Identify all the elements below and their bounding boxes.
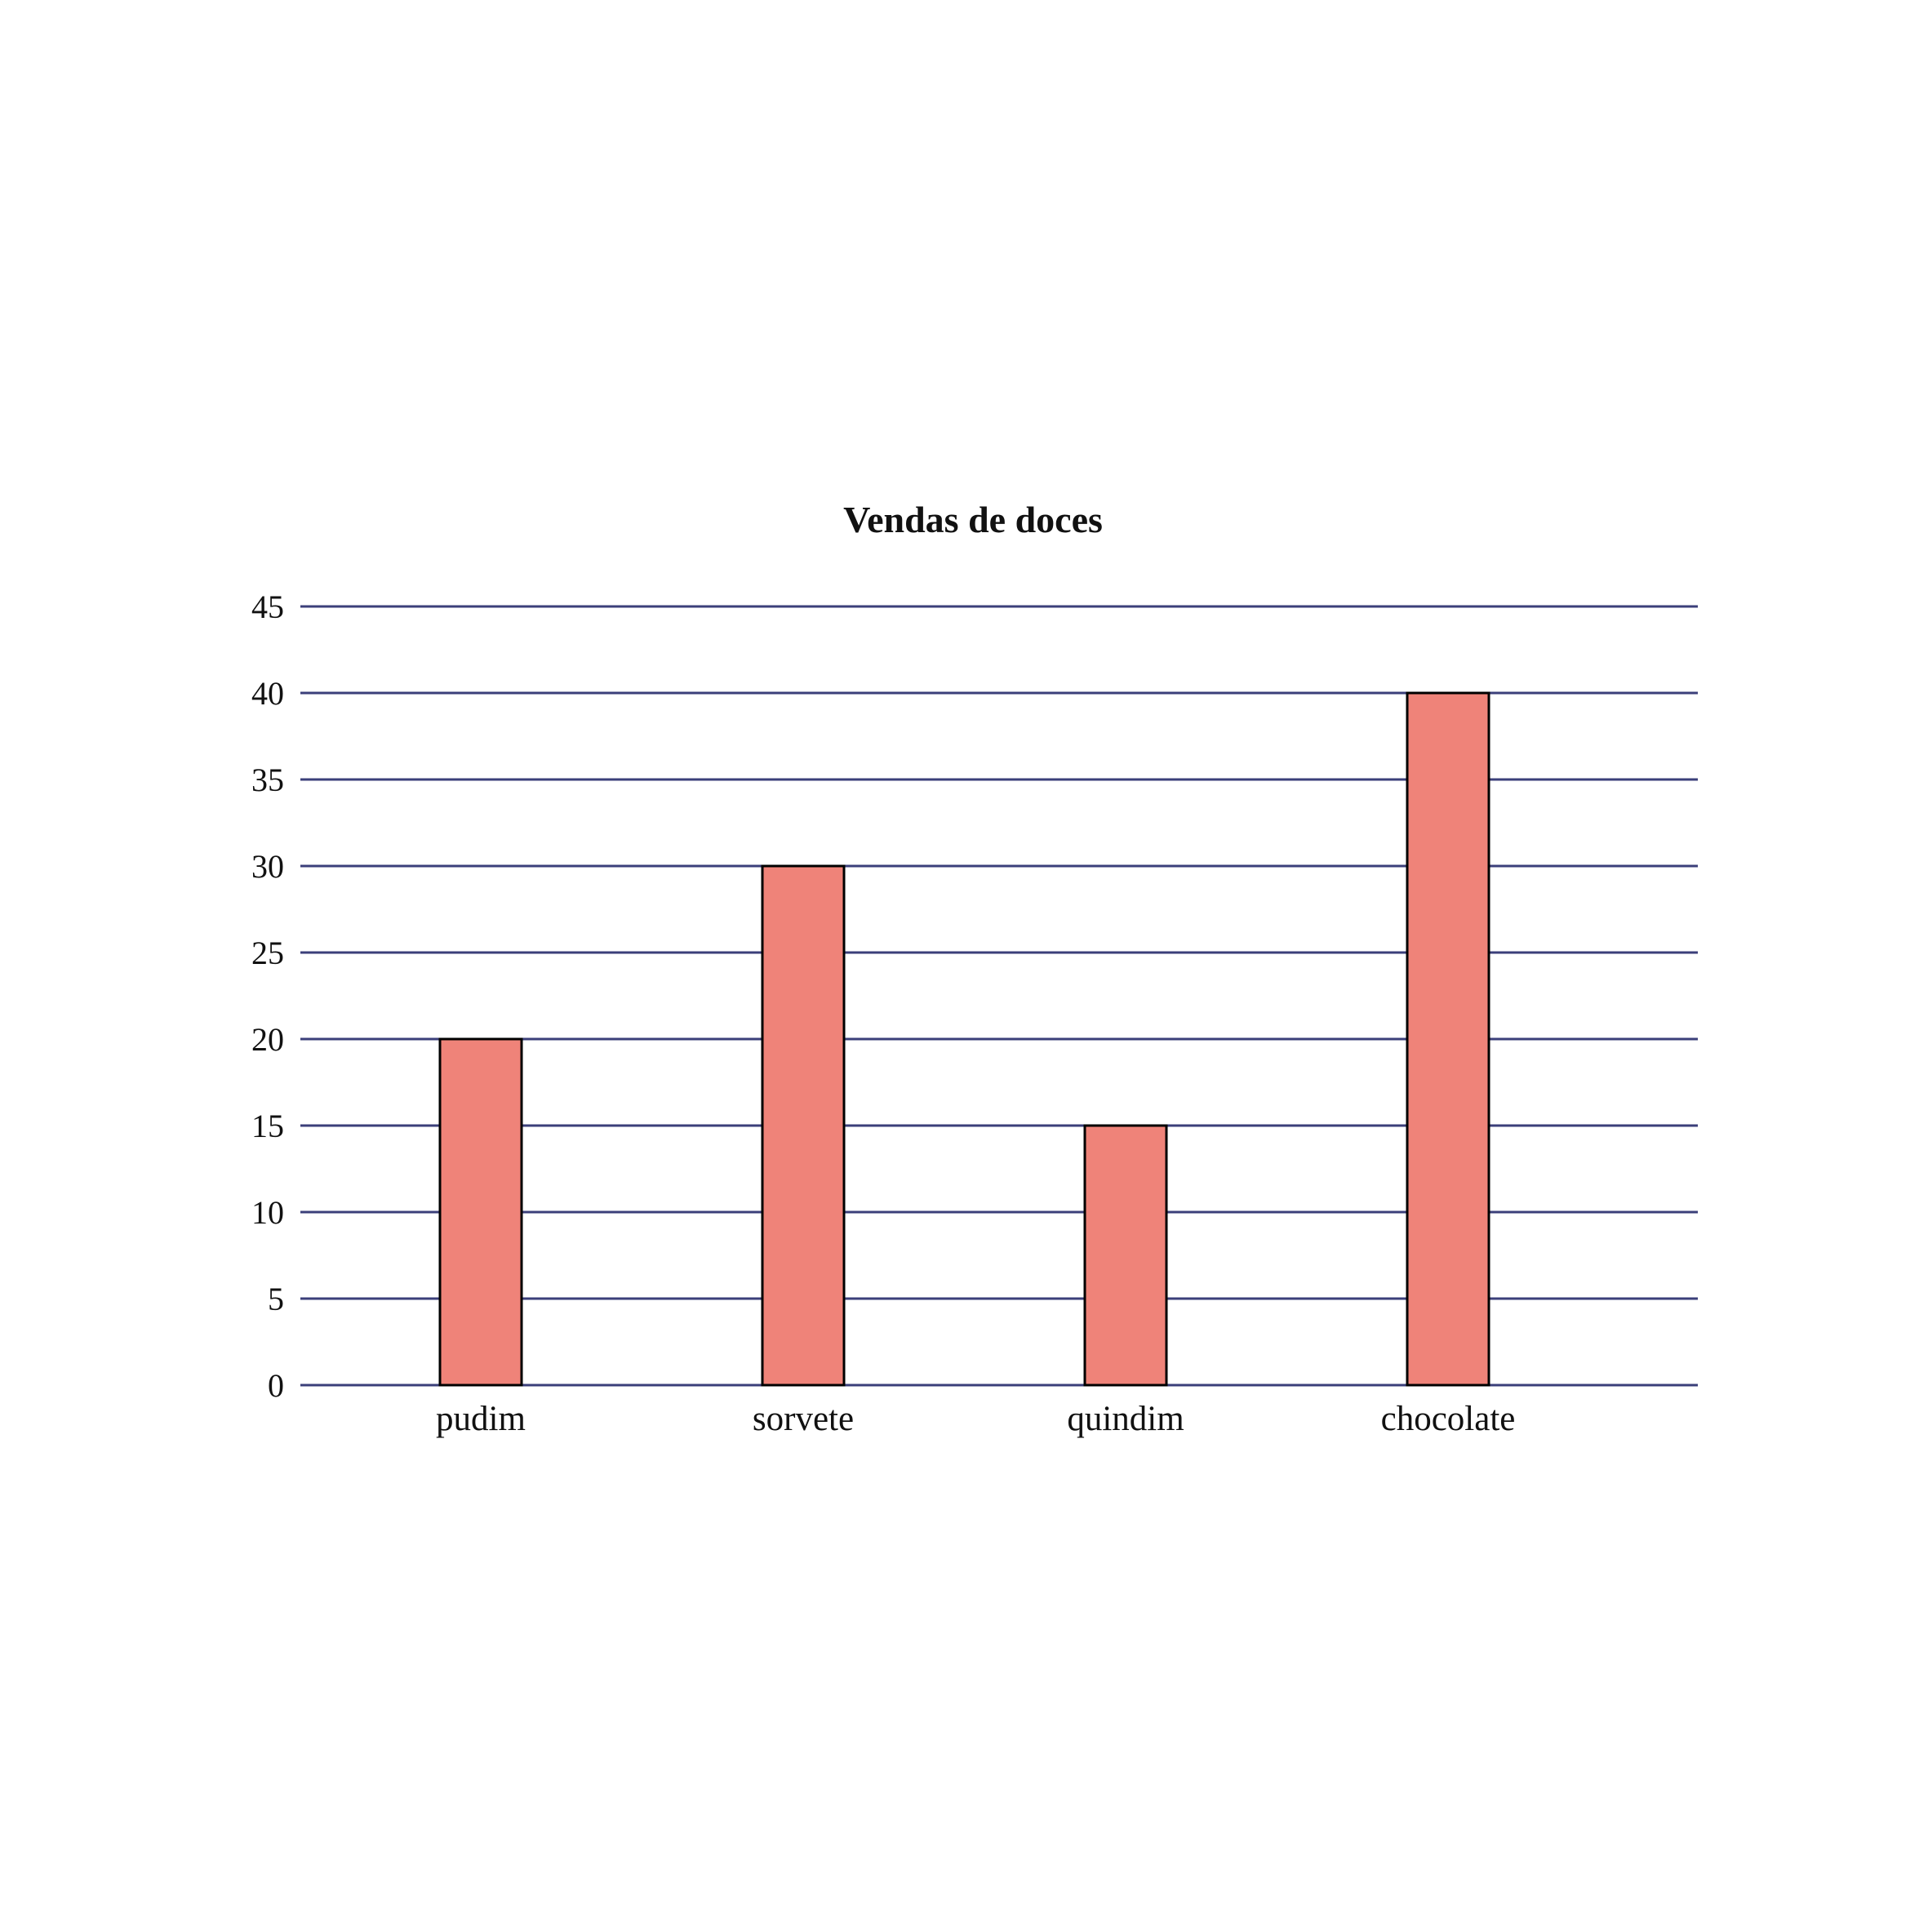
y-tick-label-5: 5 bbox=[268, 1281, 284, 1317]
chart-title: Vendas de doces bbox=[843, 499, 1103, 540]
y-tick-label-40: 40 bbox=[251, 675, 284, 712]
x-tick-label-pudim: pudim bbox=[436, 1400, 526, 1438]
y-tick-label-30: 30 bbox=[251, 848, 284, 885]
y-axis-ticks: 0 5 10 15 20 25 30 35 40 45 bbox=[251, 588, 284, 1404]
y-tick-label-0: 0 bbox=[268, 1367, 284, 1404]
bar-chocolate bbox=[1406, 691, 1490, 1387]
y-tick-label-10: 10 bbox=[251, 1194, 284, 1231]
y-tick-label-15: 15 bbox=[251, 1108, 284, 1144]
x-tick-label-chocolate: chocolate bbox=[1381, 1400, 1516, 1438]
gridlines bbox=[300, 605, 1698, 1387]
bar-quindim bbox=[1083, 1124, 1168, 1387]
x-tick-label-quindim: quindim bbox=[1067, 1400, 1184, 1438]
bar-sorvete bbox=[761, 864, 846, 1387]
x-tick-label-sorvete: sorvete bbox=[753, 1400, 854, 1438]
bar-pudim bbox=[438, 1037, 523, 1387]
y-tick-label-45: 45 bbox=[251, 588, 284, 625]
y-tick-label-20: 20 bbox=[251, 1021, 284, 1058]
y-tick-label-25: 25 bbox=[251, 935, 284, 971]
y-tick-label-35: 35 bbox=[251, 762, 284, 798]
bars bbox=[438, 691, 1490, 1387]
x-axis-ticks: pudim sorvete quindim chocolate bbox=[436, 1400, 1515, 1438]
